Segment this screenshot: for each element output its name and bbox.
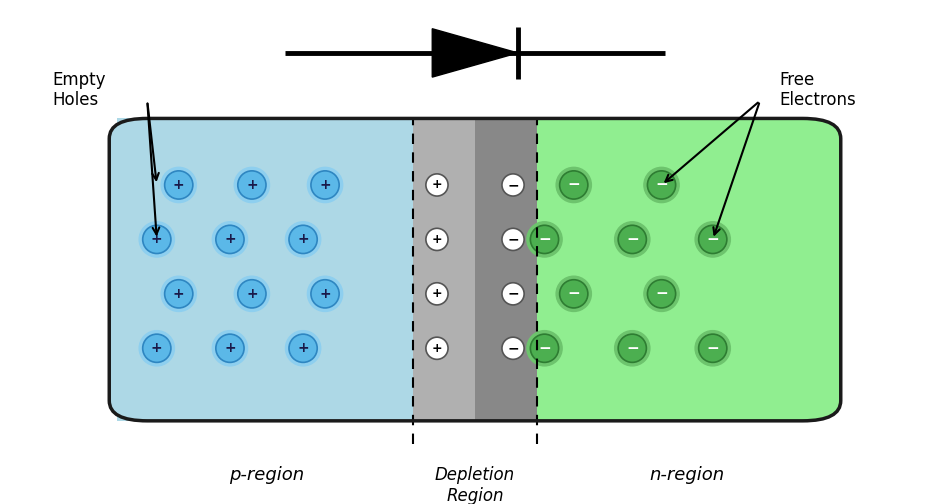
Bar bbox=[475, 118, 537, 421]
Text: −: − bbox=[656, 177, 668, 193]
Ellipse shape bbox=[615, 222, 650, 257]
Ellipse shape bbox=[615, 331, 650, 366]
Text: −: − bbox=[567, 177, 580, 193]
Ellipse shape bbox=[502, 283, 524, 305]
Ellipse shape bbox=[164, 171, 193, 199]
Text: −: − bbox=[626, 341, 638, 356]
Ellipse shape bbox=[527, 331, 562, 366]
Bar bbox=[413, 118, 537, 421]
Text: −: − bbox=[507, 287, 519, 301]
Bar bbox=[537, 118, 613, 421]
Ellipse shape bbox=[695, 331, 731, 366]
Text: p-region: p-region bbox=[229, 466, 304, 484]
Ellipse shape bbox=[285, 222, 321, 257]
Ellipse shape bbox=[289, 334, 317, 362]
Ellipse shape bbox=[502, 337, 524, 359]
Bar bbox=[117, 118, 413, 421]
Ellipse shape bbox=[162, 276, 197, 311]
Ellipse shape bbox=[698, 334, 727, 362]
FancyBboxPatch shape bbox=[109, 118, 841, 421]
Text: −: − bbox=[538, 341, 551, 356]
Text: −: − bbox=[507, 341, 519, 355]
Text: +: + bbox=[224, 341, 236, 355]
Ellipse shape bbox=[426, 228, 448, 250]
Ellipse shape bbox=[289, 225, 317, 254]
Ellipse shape bbox=[560, 171, 588, 199]
Polygon shape bbox=[432, 29, 518, 77]
Ellipse shape bbox=[212, 222, 248, 257]
Text: +: + bbox=[151, 341, 162, 355]
Ellipse shape bbox=[556, 167, 592, 203]
Ellipse shape bbox=[139, 331, 175, 366]
Ellipse shape bbox=[647, 171, 675, 199]
Ellipse shape bbox=[426, 174, 448, 196]
Ellipse shape bbox=[311, 171, 339, 199]
Ellipse shape bbox=[644, 167, 679, 203]
Ellipse shape bbox=[647, 280, 675, 308]
Ellipse shape bbox=[142, 334, 171, 362]
Ellipse shape bbox=[308, 276, 343, 311]
Ellipse shape bbox=[235, 167, 270, 203]
Text: −: − bbox=[707, 232, 719, 247]
Text: −: − bbox=[626, 232, 638, 247]
Text: +: + bbox=[319, 178, 331, 192]
Text: +: + bbox=[173, 287, 184, 301]
Text: +: + bbox=[297, 341, 309, 355]
Text: +: + bbox=[319, 287, 331, 301]
Ellipse shape bbox=[530, 334, 559, 362]
Ellipse shape bbox=[698, 225, 727, 254]
Ellipse shape bbox=[618, 225, 646, 254]
Text: −: − bbox=[567, 286, 580, 301]
Text: −: − bbox=[507, 178, 519, 192]
Ellipse shape bbox=[644, 276, 679, 311]
Text: +: + bbox=[246, 178, 257, 192]
Text: Free
Electrons: Free Electrons bbox=[779, 71, 856, 109]
Text: n-region: n-region bbox=[650, 466, 725, 484]
Text: −: − bbox=[707, 341, 719, 356]
Ellipse shape bbox=[502, 174, 524, 196]
Ellipse shape bbox=[216, 334, 244, 362]
Ellipse shape bbox=[139, 222, 175, 257]
Text: +: + bbox=[431, 233, 443, 246]
Text: +: + bbox=[431, 178, 443, 192]
Ellipse shape bbox=[556, 276, 592, 311]
Text: −: − bbox=[538, 232, 551, 247]
Ellipse shape bbox=[238, 171, 266, 199]
Ellipse shape bbox=[235, 276, 270, 311]
FancyBboxPatch shape bbox=[537, 118, 841, 421]
Ellipse shape bbox=[162, 167, 197, 203]
Ellipse shape bbox=[527, 222, 562, 257]
Ellipse shape bbox=[426, 283, 448, 305]
Ellipse shape bbox=[502, 228, 524, 250]
Ellipse shape bbox=[618, 334, 646, 362]
Ellipse shape bbox=[212, 331, 248, 366]
Text: +: + bbox=[297, 232, 309, 246]
Text: Depletion
Region: Depletion Region bbox=[435, 466, 515, 504]
Ellipse shape bbox=[530, 225, 559, 254]
Text: +: + bbox=[431, 342, 443, 355]
Ellipse shape bbox=[695, 222, 731, 257]
Text: −: − bbox=[656, 286, 668, 301]
Text: +: + bbox=[151, 232, 162, 246]
Ellipse shape bbox=[142, 225, 171, 254]
Ellipse shape bbox=[560, 280, 588, 308]
Text: −: − bbox=[507, 232, 519, 246]
Text: +: + bbox=[173, 178, 184, 192]
Ellipse shape bbox=[238, 280, 266, 308]
Ellipse shape bbox=[216, 225, 244, 254]
Text: +: + bbox=[224, 232, 236, 246]
Ellipse shape bbox=[308, 167, 343, 203]
Text: Empty
Holes: Empty Holes bbox=[52, 71, 105, 109]
Ellipse shape bbox=[311, 280, 339, 308]
Text: +: + bbox=[431, 287, 443, 300]
Text: +: + bbox=[246, 287, 257, 301]
Ellipse shape bbox=[426, 337, 448, 359]
Ellipse shape bbox=[164, 280, 193, 308]
Ellipse shape bbox=[285, 331, 321, 366]
